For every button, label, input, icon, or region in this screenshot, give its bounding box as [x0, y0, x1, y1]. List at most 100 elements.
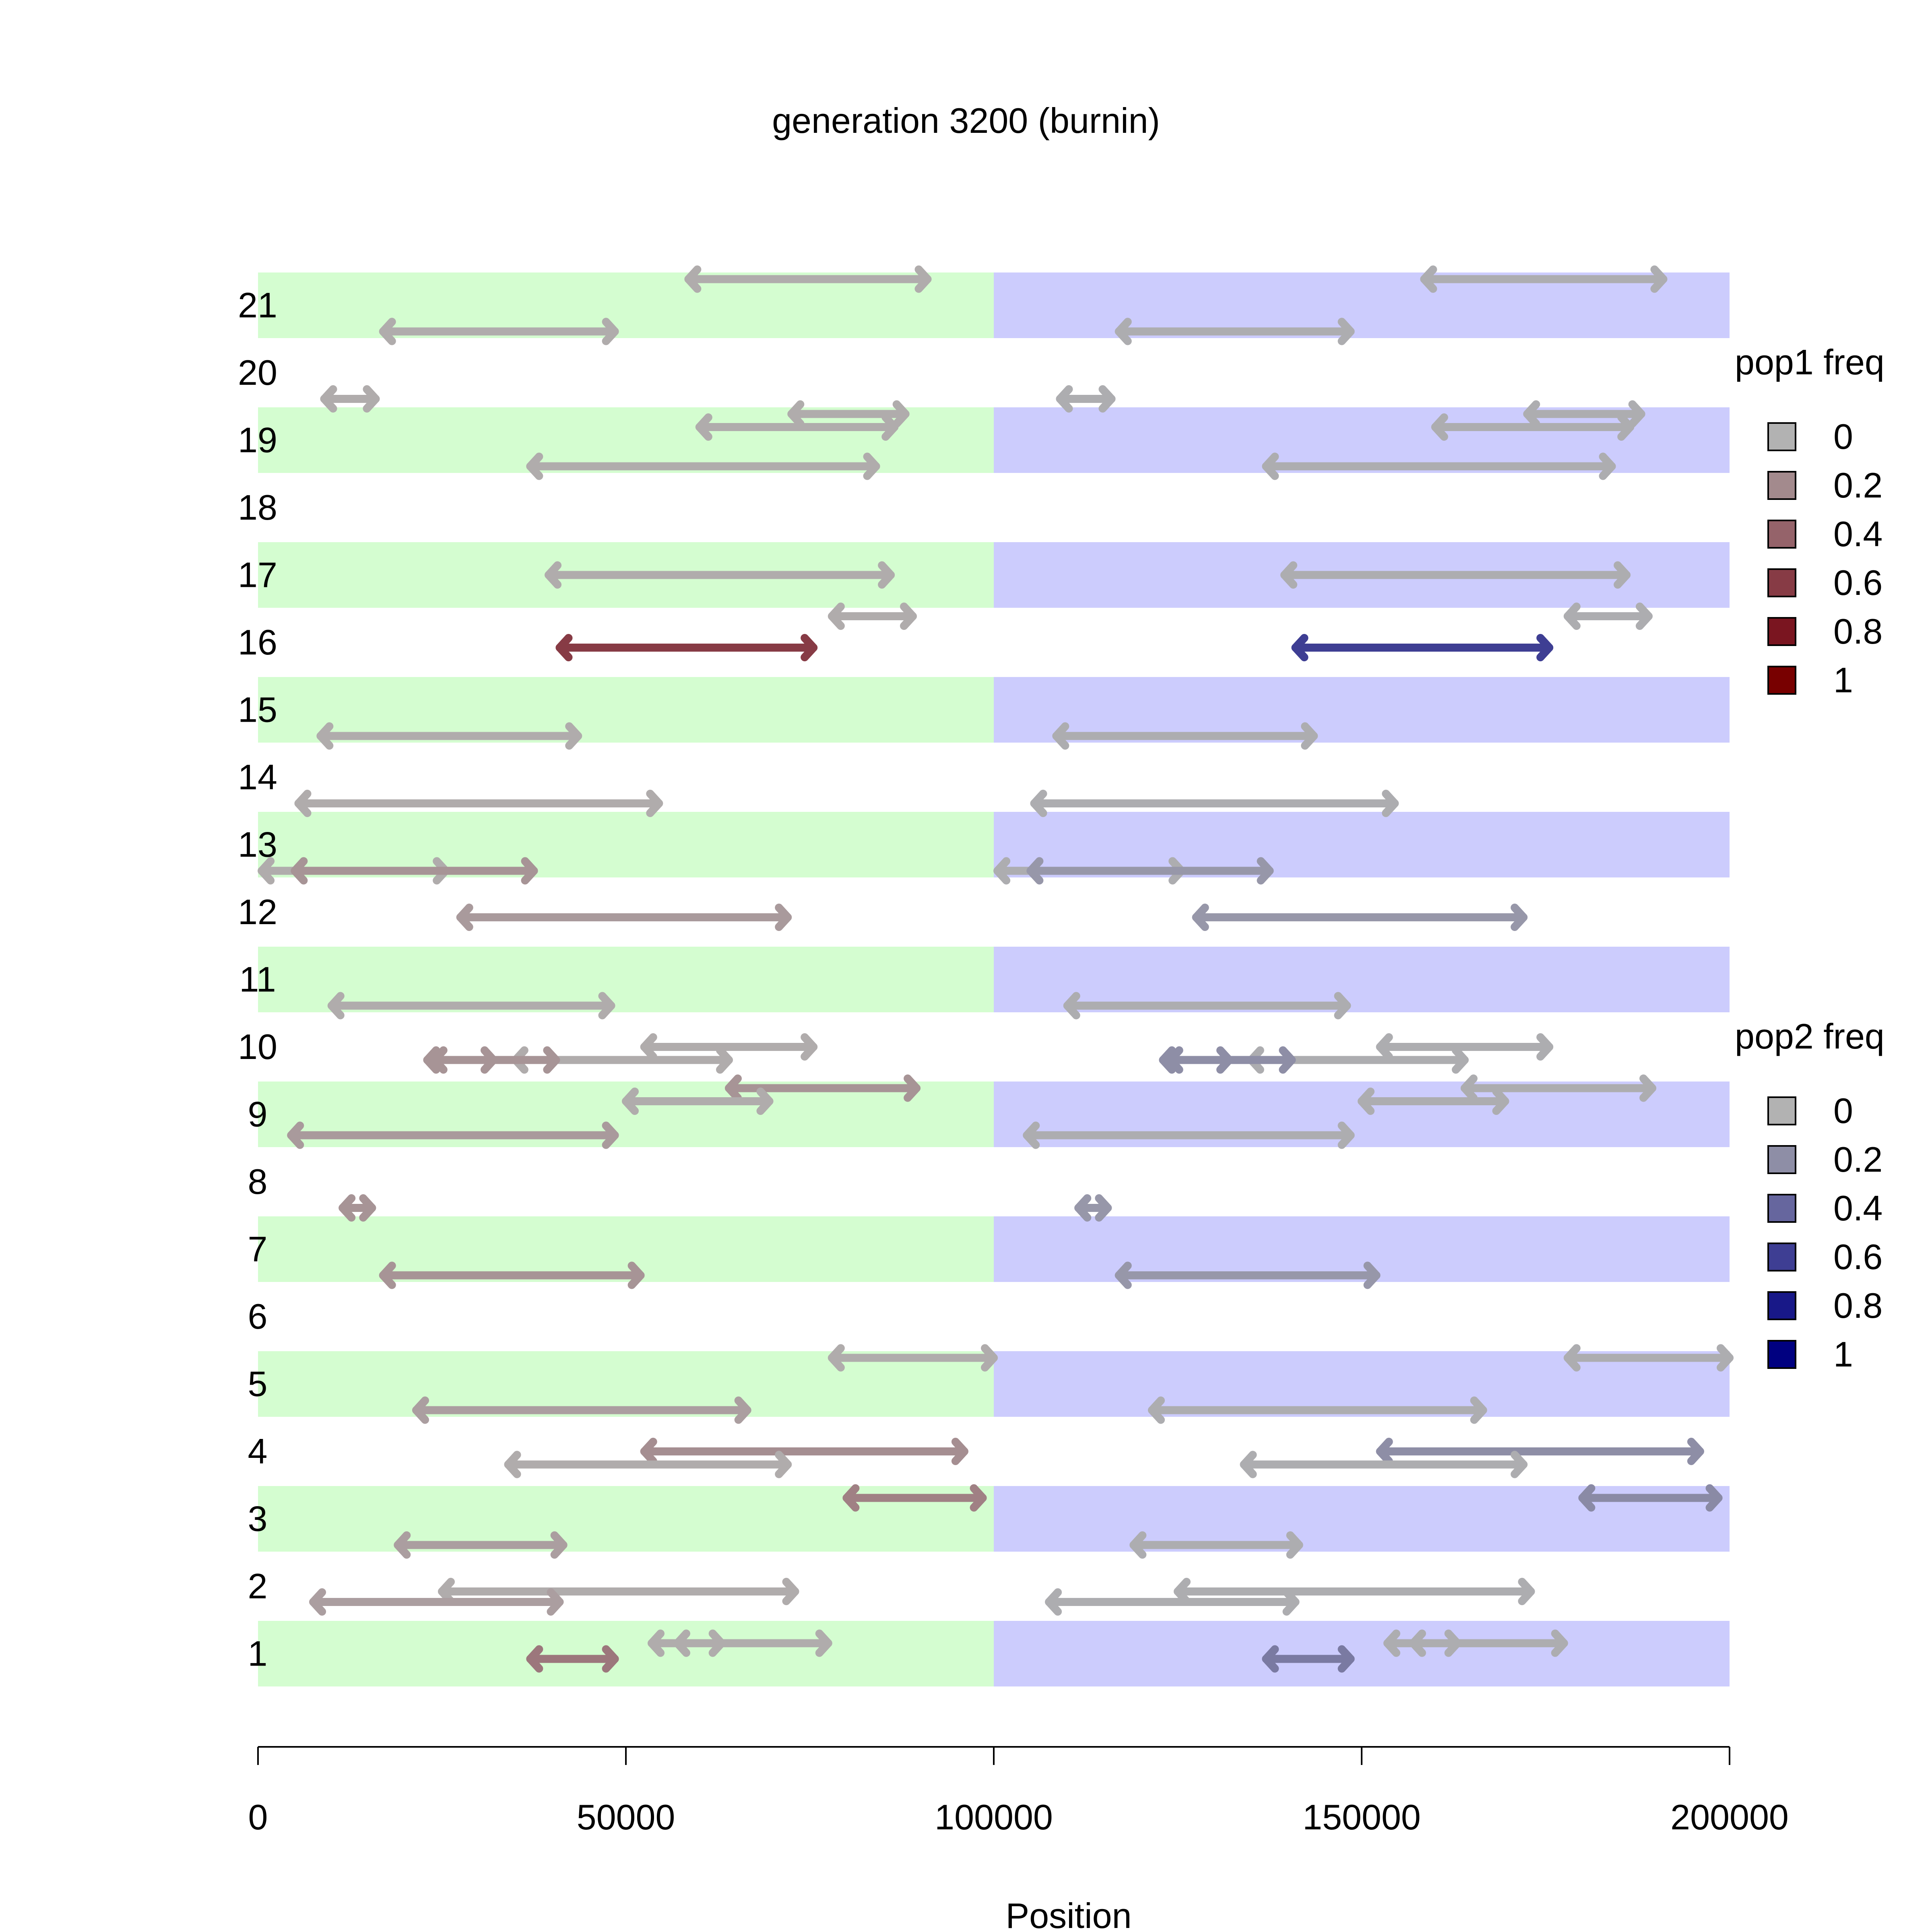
- segment-right-head: [521, 857, 538, 885]
- segment-arrow: [1376, 1438, 1704, 1465]
- segment-right-head: [1511, 904, 1528, 931]
- segment-left-head: [684, 265, 702, 293]
- segment-right-head: [1098, 385, 1116, 413]
- segment-right-head: [1635, 603, 1653, 630]
- segment-arrow: [339, 1194, 376, 1222]
- segment-left-head: [1578, 1484, 1596, 1512]
- segment-right-head: [1286, 1531, 1303, 1559]
- segment-right-head: [1470, 1396, 1487, 1424]
- legend-label: 0.8: [1833, 611, 1882, 651]
- segment-arrow: [291, 857, 538, 885]
- segment-left-head: [993, 857, 1011, 885]
- segment-arrow: [1291, 634, 1554, 661]
- segment-arrow: [1420, 265, 1668, 293]
- segment-left-head: [1074, 1194, 1092, 1222]
- segment-right-head: [775, 904, 792, 931]
- band-row-13: [994, 812, 1730, 877]
- segment-left-head: [504, 1451, 521, 1478]
- segment-right-head: [1536, 634, 1554, 661]
- row-label: 10: [238, 1027, 277, 1067]
- segment-right-head: [756, 1088, 774, 1115]
- segment-arrow: [504, 1451, 792, 1478]
- segment-left-head: [842, 1484, 860, 1512]
- segment-right-head: [480, 1046, 497, 1074]
- segment-arrow: [1262, 452, 1616, 480]
- segment-right-head: [1216, 1046, 1233, 1074]
- band-row-11: [258, 947, 994, 1012]
- segment-right-head: [1338, 1645, 1355, 1673]
- segment-right-head: [598, 992, 615, 1020]
- band-row-21: [994, 272, 1730, 338]
- segment-arrow: [1074, 1194, 1112, 1222]
- legend-swatch: [1767, 617, 1796, 646]
- segment-arrow: [1192, 904, 1528, 931]
- segment-left-head: [1240, 1451, 1257, 1478]
- segment-left-head: [1280, 561, 1298, 589]
- segment-left-head: [1431, 413, 1448, 441]
- legend-label: 1: [1833, 1334, 1853, 1374]
- row-label: 15: [238, 690, 277, 730]
- segment-left-head: [291, 857, 308, 885]
- segment-arrow: [622, 1088, 774, 1115]
- segment-right-head: [1705, 1484, 1723, 1512]
- row-bands: [258, 272, 1730, 1686]
- segment-arrow: [545, 561, 895, 589]
- legend-swatch: [1767, 1243, 1796, 1271]
- legend-label: 0.4: [1833, 1188, 1882, 1228]
- segment-left-head: [1148, 1396, 1165, 1424]
- segment-right-head: [1492, 1088, 1509, 1115]
- legend-label: 0.4: [1833, 514, 1882, 554]
- legend-label: 0.6: [1833, 563, 1882, 603]
- segment-arrow: [1376, 1033, 1554, 1061]
- segment-right-head: [734, 1396, 751, 1424]
- segment-left-head: [545, 561, 562, 589]
- segment-left-head: [412, 1396, 429, 1424]
- segment-left-head: [647, 1629, 665, 1657]
- band-row-13: [258, 812, 994, 877]
- segment-left-head: [1192, 904, 1209, 931]
- segment-arrow: [526, 452, 880, 480]
- row-label: 9: [248, 1094, 268, 1134]
- segment-arrow: [287, 1121, 619, 1149]
- segment-left-head: [316, 722, 334, 750]
- segment-left-head: [828, 603, 845, 630]
- segment-arrow: [379, 1261, 645, 1289]
- segment-right-head: [801, 1033, 818, 1061]
- chart-title: generation 3200 (burnin): [772, 101, 1160, 140]
- segment-arrow: [394, 1531, 568, 1559]
- x-tick-label: 0: [248, 1797, 268, 1837]
- segment-right-head: [1628, 400, 1645, 428]
- row-label: 2: [248, 1566, 268, 1606]
- segment-arrow: [1052, 722, 1318, 750]
- legend-swatch: [1767, 1194, 1796, 1223]
- segment-right-head: [801, 634, 818, 661]
- segment-left-head: [622, 1088, 639, 1115]
- legend-swatch: [1767, 666, 1796, 695]
- segment-left-head: [1409, 1629, 1426, 1657]
- segment-left-head: [1383, 1629, 1400, 1657]
- band-row-15: [994, 677, 1730, 743]
- segment-right-head: [1650, 265, 1668, 293]
- legend-label: 0.6: [1833, 1237, 1882, 1277]
- segment-arrow: [1030, 790, 1399, 817]
- segment-right-head: [646, 790, 663, 817]
- segment-arrow: [309, 1588, 564, 1616]
- row-label: 4: [248, 1431, 268, 1471]
- legend-swatch: [1767, 1340, 1796, 1369]
- segment-left-head: [1376, 1438, 1393, 1465]
- segment-left-head: [258, 857, 275, 885]
- segment-arrow: [695, 413, 899, 441]
- segment-left-head: [1420, 265, 1437, 293]
- segment-right-head: [1717, 1344, 1734, 1372]
- segment-arrow: [828, 603, 917, 630]
- band-row-7: [994, 1216, 1730, 1282]
- segment-left-head: [640, 1033, 657, 1061]
- segment-left-head: [640, 1438, 657, 1465]
- row-label: 3: [248, 1499, 268, 1539]
- legend-label: 0: [1833, 1091, 1853, 1131]
- segment-left-head: [1262, 452, 1279, 480]
- segment-right-head: [1382, 790, 1399, 817]
- segment-left-head: [379, 1261, 396, 1289]
- segment-arrow: [842, 1484, 987, 1512]
- x-tick-label: 100000: [935, 1797, 1053, 1837]
